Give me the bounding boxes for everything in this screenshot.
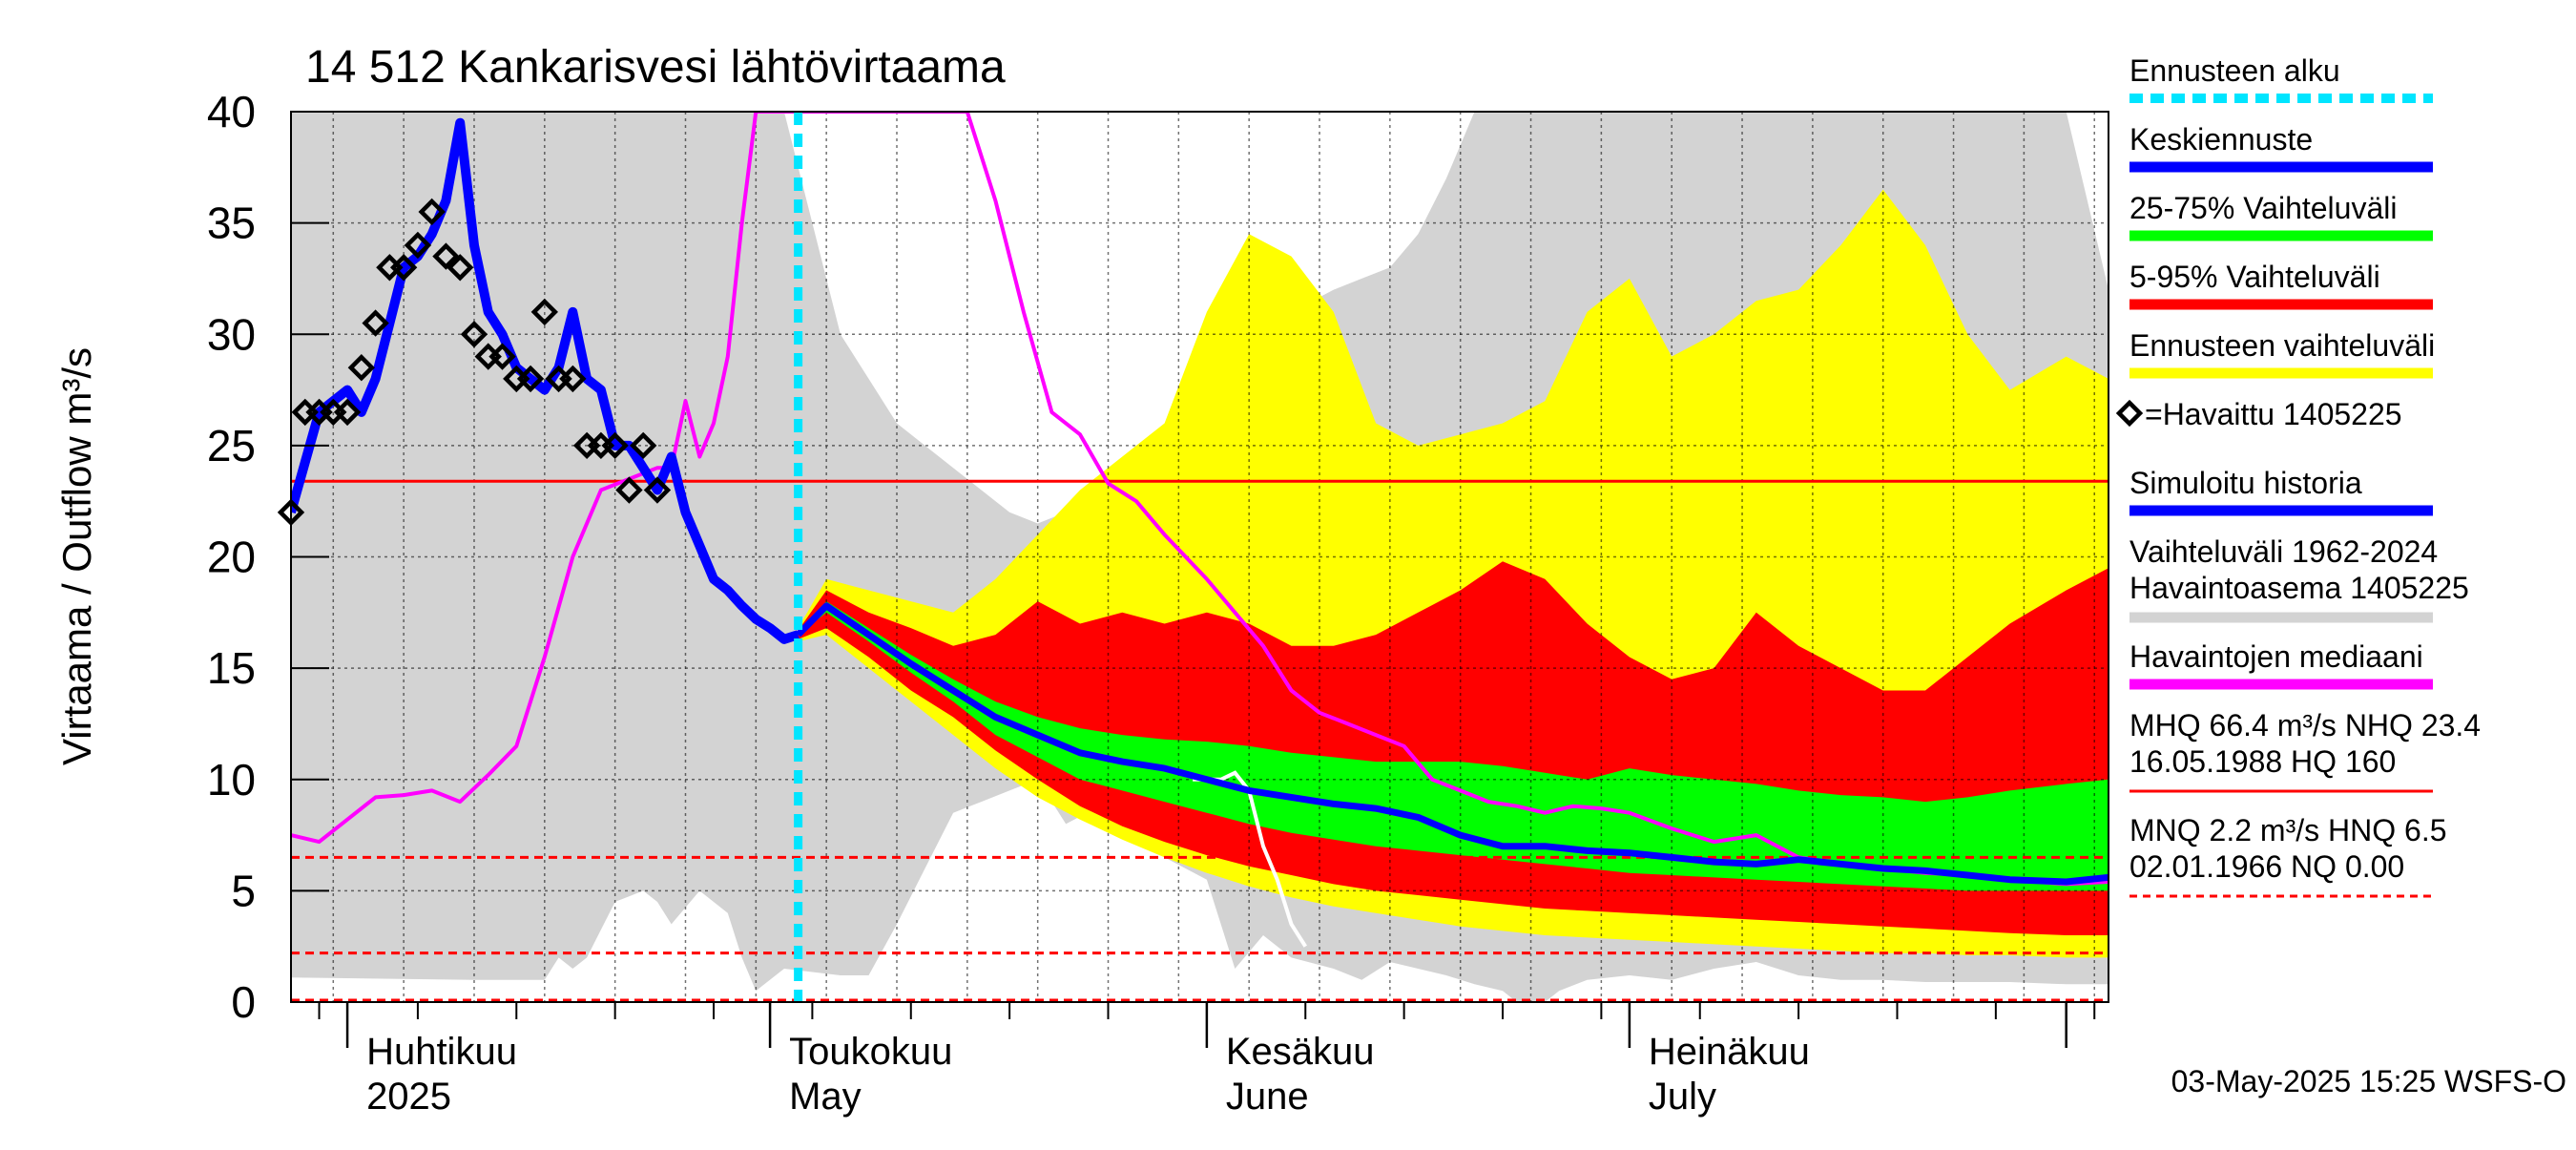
line-layer [291,112,2109,1002]
median-line [291,112,2109,887]
observed-point [630,431,657,460]
x-month-sublabel: 2025 [366,1076,451,1118]
legend-item: Havaintojen mediaani [2129,639,2433,690]
observed-point [460,321,488,348]
y-tick-label: 25 [207,421,256,470]
legend-label: Keskiennuste [2129,122,2313,157]
y-tick-label: 5 [231,866,256,915]
legend-label: =Havaittu 1405225 [2145,397,2402,431]
legend-item: 5-95% Vaihteluväli [2129,260,2433,310]
legend-item: MNQ 2.2 m³/s HNQ 6.502.01.1966 NQ 0.00 [2129,813,2447,898]
observed-point [347,354,376,382]
legend-item: 25-75% Vaihteluväli [2129,191,2433,241]
band-25-75 [798,601,2109,891]
x-month-sublabel: July [1649,1076,1716,1118]
x-month-sublabel: May [789,1076,862,1118]
observed-point [418,198,446,226]
legend-label: MNQ 2.2 m³/s HNQ 6.5 [2129,813,2447,847]
observed-point [530,298,558,326]
x-month-label: Toukokuu [789,1031,952,1073]
y-tick-label: 35 [207,199,256,248]
legend-label: Ennusteen alku [2129,53,2340,88]
legend: Ennusteen alku Keskiennuste 25-75% Vaihtel… [2115,53,2481,898]
observed-point [447,254,474,282]
legend-label: Vaihteluväli 1962-2024 [2129,534,2438,569]
y-tick-label: 0 [231,977,256,1027]
observed-point [559,365,587,393]
legend-label-line2: 02.01.1966 NQ 0.00 [2129,849,2404,884]
legend-item: Simuloitu historia [2129,466,2433,516]
x-month-label: Huhtikuu [366,1031,517,1073]
x-month-label: Heinäkuu [1649,1031,1810,1073]
legend-label-line2: 16.05.1988 HQ 160 [2129,744,2396,779]
x-month-sublabel: June [1226,1076,1309,1118]
y-tick-label: 20 [207,533,256,582]
legend-label: Havaintojen mediaani [2129,639,2423,674]
observed-point [432,242,460,270]
observed-point [389,254,418,282]
footer-timestamp: 03-May-2025 15:25 WSFS-O [2171,1064,2566,1098]
legend-label: Ennusteen vaihteluväli [2129,328,2435,363]
legend-label: 25-75% Vaihteluväli [2129,191,2397,225]
observed-point [488,343,516,370]
legend-item: Ennusteen vaihteluväli [2129,328,2435,379]
y-tick-label: 15 [207,643,256,693]
legend-item: Vaihteluväli 1962-2024 Havaintoasema 140… [2129,534,2469,623]
y-tick-label: 40 [207,87,256,136]
observed-point [516,365,545,393]
marker-layer [277,198,672,527]
observed-point [601,431,629,460]
reference-lines [291,479,2109,1002]
chart-title: 14 512 Kankarisvesi lähtövirtaama [305,42,1006,93]
legend-label: MHQ 66.4 m³/s NHQ 23.4 [2129,708,2481,742]
legend-item: Ennusteen alku [2129,53,2433,103]
legend-item: Keskiennuste [2129,122,2433,173]
legend-item: MHQ 66.4 m³/s NHQ 23.416.05.1988 HQ 160 [2129,708,2481,793]
observed-point [333,398,362,427]
mean-forecast-line [796,602,2109,886]
observed-point [615,476,643,504]
legend-swatch [2115,399,2144,428]
legend-label: 5-95% Vaihteluväli [2129,260,2380,294]
x-month-label: Kesäkuu [1226,1031,1375,1073]
y-tick-label: 30 [207,309,256,359]
axes-layer: 0510152025303540Huhtikuu2025ToukokuuMayK… [207,87,2109,1118]
y-axis-label: Virtaama / Outflow m³/s [54,347,99,765]
legend-label-line2: Havaintoasema 1405225 [2129,571,2469,605]
legend-item: =Havaittu 1405225 [2115,397,2402,431]
observed-point [404,231,432,260]
observed-gap-line [1193,770,1307,948]
observed-point [362,309,389,337]
legend-label: Simuloitu historia [2129,466,2362,500]
observed-point [643,476,672,504]
y-tick-label: 10 [207,755,256,805]
